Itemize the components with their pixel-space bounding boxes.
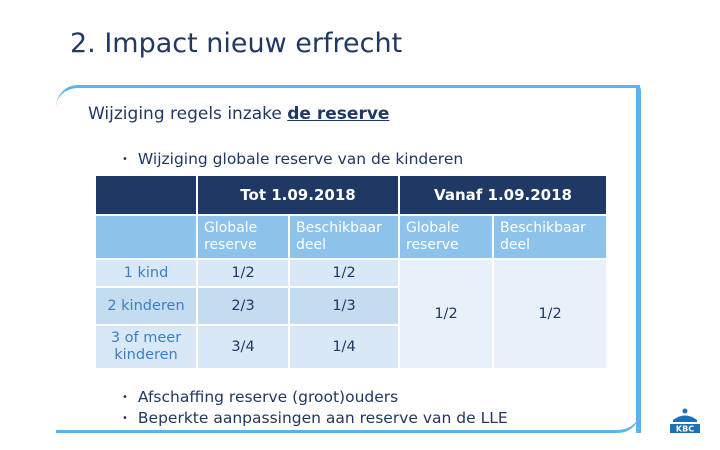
subheader-cell: Globale reserve bbox=[196, 214, 290, 260]
bullet-dot: • bbox=[122, 392, 128, 403]
bullet-dot: • bbox=[122, 154, 128, 165]
content-frame-right-border bbox=[636, 85, 641, 433]
bullet-item-3: • Beperkte aanpassingen aan reserve van d… bbox=[122, 409, 508, 427]
subheader-cell: Beschikbaar deel bbox=[491, 214, 609, 260]
table-row: 2 kinderen 2/3 1/3 bbox=[94, 286, 607, 326]
bullet-item-1: • Wijziging globale reserve van de kinder… bbox=[122, 150, 463, 168]
bullet-text: Wijziging globale reserve van de kindere… bbox=[137, 150, 464, 168]
table-cell: 1/4 bbox=[288, 324, 400, 370]
bullet-text: Beperkte aanpassingen aan reserve van de… bbox=[137, 409, 508, 427]
table-row: 1 kind 1/2 1/2 1/2 1/2 bbox=[94, 258, 609, 370]
reserve-table: Tot 1.09.2018 Vanaf 1.09.2018 Globale re… bbox=[94, 174, 609, 370]
table-cell: 2/3 bbox=[196, 286, 290, 326]
subheader-empty-cell bbox=[94, 214, 198, 260]
row-label: 1 kind bbox=[94, 258, 198, 288]
slide-title: 2. Impact nieuw erfrecht bbox=[70, 28, 403, 59]
table-header-row: Tot 1.09.2018 Vanaf 1.09.2018 bbox=[94, 174, 609, 216]
header-empty-cell bbox=[94, 174, 198, 216]
subtitle-emphasis: de reserve bbox=[287, 104, 390, 124]
table-row: 3 of meer kinderen 3/4 1/4 bbox=[94, 324, 607, 370]
row-label: 3 of meer kinderen bbox=[94, 324, 198, 370]
content-frame bbox=[56, 85, 640, 433]
subheader-cell: Beschikbaar deel bbox=[288, 214, 400, 260]
logo-text: KBC bbox=[676, 425, 694, 434]
header-cell-before: Tot 1.09.2018 bbox=[196, 174, 400, 216]
slide-subtitle: Wijziging regels inzake de reserve bbox=[88, 104, 389, 124]
kbc-logo-icon: KBC bbox=[670, 408, 700, 434]
merged-cell-reserve: 1/2 bbox=[398, 258, 494, 370]
table-subheader-row: Globale reserve Beschikbaar deel Globale… bbox=[94, 214, 609, 260]
table-cell: 1/3 bbox=[288, 286, 400, 326]
bullet-item-2: • Afschaffing reserve (groot)ouders bbox=[122, 388, 398, 406]
header-cell-after: Vanaf 1.09.2018 bbox=[397, 174, 609, 216]
bullet-text: Afschaffing reserve (groot)ouders bbox=[137, 388, 399, 406]
bullet-dot: • bbox=[122, 413, 128, 424]
row-label: 2 kinderen bbox=[94, 286, 198, 326]
table-cell: 1/2 bbox=[288, 258, 400, 288]
subtitle-prefix: Wijziging regels inzake bbox=[88, 104, 288, 124]
table-cell: 3/4 bbox=[196, 324, 290, 370]
subheader-cell: Globale reserve bbox=[398, 214, 494, 260]
merged-cell-available: 1/2 bbox=[491, 258, 609, 370]
table-cell: 1/2 bbox=[196, 258, 290, 288]
